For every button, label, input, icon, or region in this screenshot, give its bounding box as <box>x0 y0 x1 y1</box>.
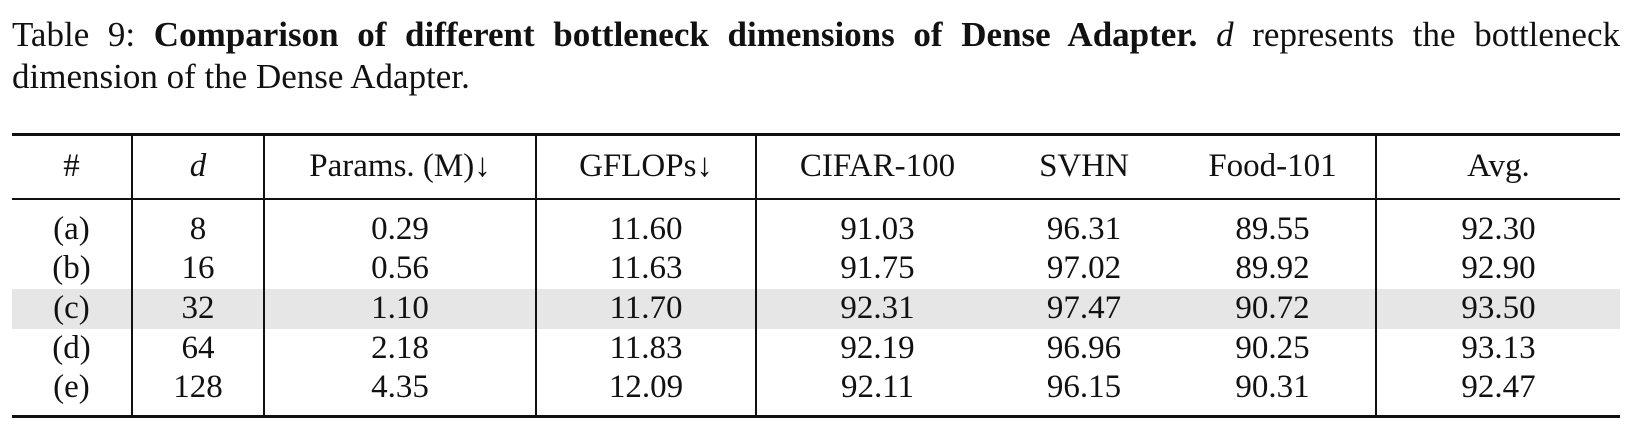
cell-cifar100: 91.75 <box>840 250 915 286</box>
results-table: # d Params. (M)↓ GFLOPs↓ CIFAR-100 SVHN … <box>12 133 1620 418</box>
header-row: # d Params. (M)↓ GFLOPs↓ CIFAR-100 SVHN … <box>12 133 1620 200</box>
table-row-highlighted: (c) 32 1.10 11.70 92.31 97.47 90.72 93.5… <box>12 288 1620 329</box>
table-row: (e) 128 4.35 12.09 92.11 96.15 90.31 92.… <box>12 368 1620 418</box>
header-gflops: GFLOPs↓ <box>536 133 757 200</box>
header-cifar100: CIFAR-100 <box>756 133 998 200</box>
cell-params: 2.18 <box>264 328 537 369</box>
header-svhn: SVHN <box>998 133 1170 200</box>
cell-food101: 89.55 <box>1170 198 1377 249</box>
cell-svhn-best: 97.47 <box>998 288 1170 329</box>
cell-cifar100: 92.19 <box>840 330 915 366</box>
cell-avg: 93.13 <box>1461 330 1536 366</box>
cell-svhn: 96.15 <box>998 368 1170 418</box>
cell-index: (b) <box>12 248 133 289</box>
caption-label: Table 9: <box>12 15 136 54</box>
table-row: (a) 8 0.29 11.60 91.03 96.31 89.55 92.30 <box>12 198 1620 249</box>
cell-cifar100: 91.03 <box>840 210 915 247</box>
cell-food101: 89.92 <box>1170 248 1377 289</box>
cell-d: 128 <box>132 368 265 418</box>
cell-d: 32 <box>132 288 265 329</box>
table-caption: Table 9: Comparison of different bottlen… <box>12 14 1620 98</box>
cell-svhn: 96.96 <box>1046 330 1122 366</box>
cell-cifar100-best: 92.31 <box>756 288 998 329</box>
caption-description: represents the bottleneck dimension of t… <box>12 15 1621 96</box>
cell-avg: 92.90 <box>1461 250 1536 286</box>
cell-gflops: 11.70 <box>536 288 757 329</box>
cell-svhn: 96.31 <box>1046 210 1122 247</box>
cell-index: (c) <box>12 288 133 329</box>
cell-d: 16 <box>132 248 265 289</box>
cell-index: (e) <box>12 368 133 418</box>
cell-gflops: 12.09 <box>536 368 757 418</box>
cell-gflops: 11.83 <box>536 328 757 369</box>
cell-index: (a) <box>12 198 133 249</box>
cell-gflops: 11.60 <box>536 198 757 249</box>
table-row: (b) 16 0.56 11.63 91.75 97.02 89.92 92.9… <box>12 248 1620 289</box>
table-row: (d) 64 2.18 11.83 92.19 96.96 90.25 93.1… <box>12 328 1620 369</box>
header-params: Params. (M)↓ <box>264 133 537 200</box>
cell-params: 0.29 <box>264 198 537 249</box>
cell-gflops: 11.63 <box>536 248 757 289</box>
cell-params: 0.56 <box>264 248 537 289</box>
cell-food101: 90.25 <box>1170 328 1377 369</box>
cell-food101: 90.31 <box>1170 368 1377 418</box>
cell-food101-best: 90.72 <box>1170 288 1377 329</box>
cell-avg: 92.47 <box>1376 368 1620 418</box>
cell-index: (d) <box>12 328 133 369</box>
cell-avg-best: 93.50 <box>1376 288 1620 329</box>
cell-params: 1.10 <box>264 288 537 329</box>
cell-d: 64 <box>132 328 265 369</box>
header-food101: Food-101 <box>1170 133 1377 200</box>
header-avg: Avg. <box>1376 133 1620 200</box>
cell-d: 8 <box>132 198 265 249</box>
cell-cifar100: 92.11 <box>756 368 998 418</box>
caption-symbol: d <box>1216 15 1234 54</box>
cell-params: 4.35 <box>264 368 537 418</box>
header-index: # <box>12 133 133 200</box>
header-d: d <box>132 133 265 200</box>
cell-svhn: 97.02 <box>1046 250 1122 286</box>
caption-title: Comparison of different bottleneck dimen… <box>153 15 1198 54</box>
cell-avg: 92.30 <box>1461 210 1536 247</box>
